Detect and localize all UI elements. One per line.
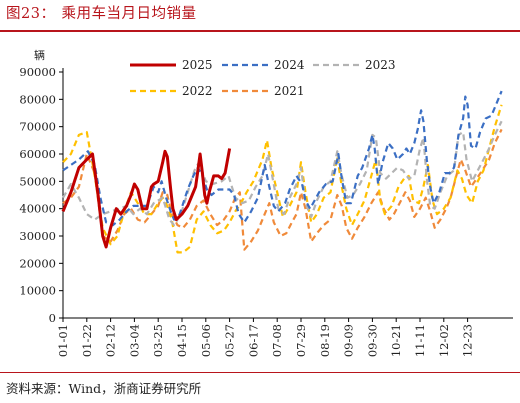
x-tick-label: 10-21: [389, 324, 403, 357]
y-tick-label: 50000: [19, 174, 56, 188]
x-tick-label: 07-29: [294, 324, 308, 357]
figure-title-text: 乘用车当月日均销量: [61, 6, 197, 22]
series-line-2024: [62, 90, 503, 227]
x-tick-label: 12-02: [437, 324, 451, 357]
x-tick-label: 09-30: [365, 324, 379, 357]
x-tick-label: 02-12: [104, 324, 118, 357]
legend-label-2024: 2024: [274, 58, 305, 72]
x-tick-label: 04-15: [175, 324, 189, 357]
x-tick-label: 03-04: [127, 324, 141, 357]
series-line-2021: [62, 128, 503, 251]
x-tick-label: 11-11: [413, 324, 427, 357]
legend-label-2023: 2023: [365, 58, 396, 72]
x-tick-label: 01-01: [56, 324, 70, 357]
series-lines: [61, 90, 503, 254]
y-tick-label: 60000: [19, 147, 56, 161]
y-axis-unit-label: 辆: [34, 49, 45, 62]
x-tick-label: 03-25: [151, 324, 165, 357]
y-tick-label: 80000: [19, 92, 56, 106]
y-tick-label: 10000: [19, 284, 56, 298]
y-tick-label: 70000: [19, 120, 56, 134]
y-tick-label: 40000: [19, 202, 56, 216]
y-tick-label: 90000: [19, 65, 56, 79]
y-tick-label: 0: [49, 311, 56, 325]
x-tick-label: 01-22: [80, 324, 94, 357]
series-line-2025: [61, 148, 232, 249]
legend-label-2025: 2025: [182, 58, 213, 72]
source-note: 资料来源：Wind，浙商证券研究所: [6, 381, 202, 396]
legend-label-2022: 2022: [182, 84, 213, 98]
figure-label: 图23：: [6, 6, 56, 22]
x-tick-label: 09-09: [342, 324, 356, 357]
line-chart: 0 10000 20000 30000 40000 50000 60000 70000 8000…: [19, 58, 513, 357]
y-tick-label: 20000: [19, 256, 56, 270]
y-axis: 0 10000 20000 30000 40000 50000 60000 70000 8000…: [19, 65, 64, 325]
x-tick-label: 05-06: [199, 324, 213, 357]
x-tick-label: 08-19: [318, 324, 332, 357]
x-tick-label: 05-27: [223, 324, 237, 357]
legend-label-2021: 2021: [274, 84, 305, 98]
x-tick-label: 12-23: [461, 324, 475, 357]
x-tick-label: 07-08: [270, 324, 284, 357]
figure-title: 图23： 乘用车当月日均销量: [6, 2, 196, 23]
x-axis: 01-01 01-22 02-12 03-04 03-25 04-15 05-06 05-27…: [56, 317, 513, 357]
title-rule: [0, 30, 520, 32]
source-rule: [0, 372, 520, 373]
series-line-2022: [62, 104, 503, 254]
legend: 2025 2024 2023 2022 2021: [130, 58, 396, 98]
x-tick-label: 06-17: [246, 324, 260, 357]
y-tick-label: 30000: [19, 229, 56, 243]
